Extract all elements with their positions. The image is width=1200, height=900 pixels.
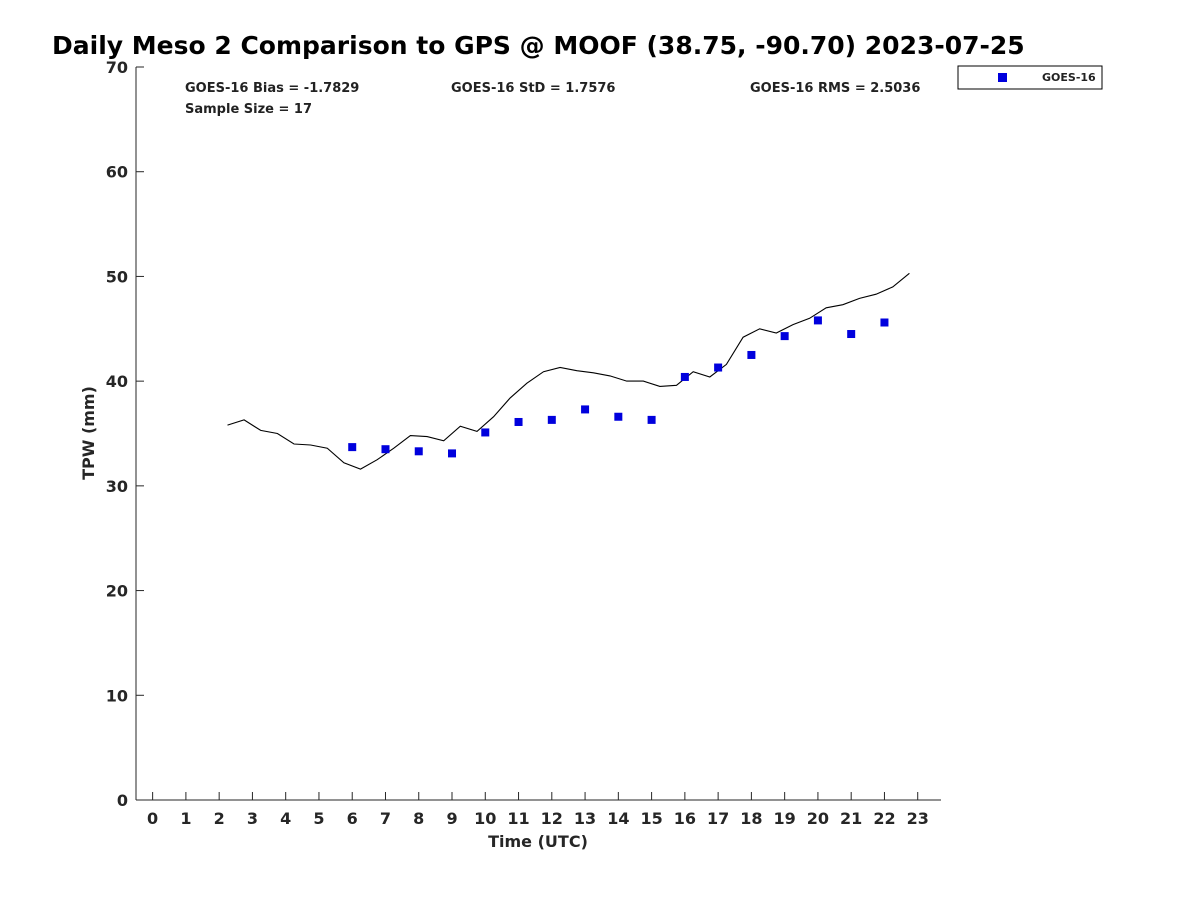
chart-title: Daily Meso 2 Comparison to GPS @ MOOF (3… [52, 31, 1025, 60]
x-tick-label: 2 [214, 809, 225, 828]
y-tick-label: 50 [106, 267, 128, 286]
stat-sample-size: Sample Size = 17 [185, 102, 312, 117]
stat-rms: GOES-16 RMS = 2.5036 [750, 81, 920, 96]
x-tick-label: 0 [147, 809, 158, 828]
x-tick-label: 13 [574, 809, 596, 828]
goes16-point [481, 428, 490, 437]
goes16-point [747, 350, 756, 359]
stat-std: GOES-16 StD = 1.7576 [451, 81, 615, 96]
goes16-point [448, 449, 457, 458]
x-tick-label: 10 [474, 809, 496, 828]
gps-line-series [227, 272, 910, 470]
x-tick-label: 21 [840, 809, 862, 828]
goes16-point [414, 447, 423, 456]
goes16-point [780, 332, 789, 341]
goes16-point [680, 372, 689, 381]
x-tick-label: 16 [674, 809, 696, 828]
x-tick-label: 12 [541, 809, 563, 828]
x-tick-label: 9 [446, 809, 457, 828]
goes16-point [647, 415, 656, 424]
goes16-point [514, 417, 523, 426]
stat-bias: GOES-16 Bias = -1.7829 [185, 81, 359, 96]
gps-line [227, 272, 910, 470]
y-tick-label: 60 [106, 163, 128, 182]
y-tick-label: 20 [106, 582, 128, 601]
x-tick-label: 17 [707, 809, 729, 828]
x-tick-label: 19 [774, 809, 796, 828]
goes16-point [880, 318, 889, 327]
x-tick-label: 20 [807, 809, 829, 828]
goes16-point [581, 405, 590, 414]
x-tick-label: 15 [640, 809, 662, 828]
y-tick-label: 70 [106, 58, 128, 77]
legend-label-goes16: GOES-16 [1042, 71, 1096, 84]
y-tick-label: 40 [106, 372, 128, 391]
x-tick-label: 7 [380, 809, 391, 828]
x-tick-label: 23 [907, 809, 929, 828]
goes16-point [847, 330, 856, 339]
goes16-point [813, 316, 822, 325]
x-tick-label: 14 [607, 809, 629, 828]
legend-box [957, 65, 1103, 90]
goes16-point [614, 412, 623, 421]
x-tick-label: 3 [247, 809, 258, 828]
x-tick-label: 5 [313, 809, 324, 828]
goes16-point [381, 445, 390, 454]
x-tick-label: 4 [280, 809, 291, 828]
goes16-point [547, 415, 556, 424]
goes16-point [714, 363, 723, 372]
y-tick-label: 10 [106, 686, 128, 705]
legend: GOES-16 [957, 65, 1103, 90]
x-axis-title: Time (UTC) [488, 832, 588, 851]
x-tick-label: 18 [740, 809, 762, 828]
x-tick-label: 22 [873, 809, 895, 828]
y-tick-label: 30 [106, 477, 128, 496]
x-tick-label: 6 [347, 809, 358, 828]
x-tick-label: 1 [180, 809, 191, 828]
x-tick-label: 11 [507, 809, 529, 828]
x-tick-label: 8 [413, 809, 424, 828]
goes16-point [348, 443, 357, 452]
y-axis-title: TPW (mm) [79, 386, 98, 480]
legend-marker-goes16 [998, 73, 1007, 82]
goes16-scatter-series [348, 316, 889, 458]
y-tick-label: 0 [117, 791, 128, 810]
